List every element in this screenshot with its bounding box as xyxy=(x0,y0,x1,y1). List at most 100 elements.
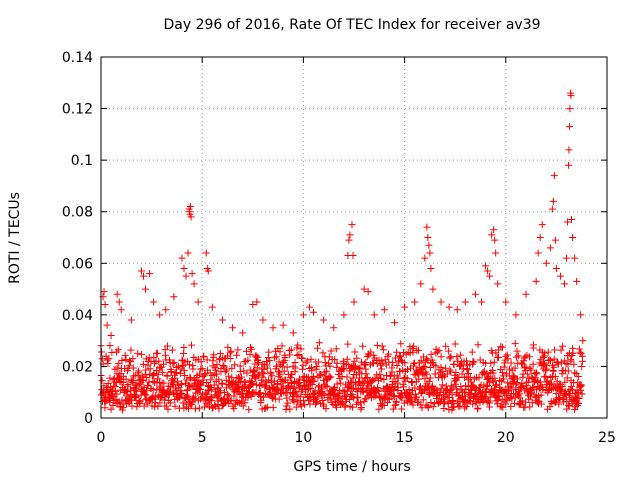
data-point xyxy=(218,379,226,387)
data-point xyxy=(132,394,140,402)
data-point xyxy=(394,384,402,392)
data-point xyxy=(339,386,347,394)
data-point xyxy=(558,370,566,378)
data-point xyxy=(271,354,279,362)
data-point xyxy=(557,358,565,366)
data-point xyxy=(551,236,559,244)
data-point xyxy=(313,362,321,370)
y-tick-label: 0.02 xyxy=(62,359,93,375)
data-point xyxy=(427,399,435,407)
data-point xyxy=(538,221,546,229)
data-point xyxy=(347,378,355,386)
data-point xyxy=(421,375,429,383)
data-point xyxy=(405,385,413,393)
y-tick-label: 0.14 xyxy=(62,50,93,66)
data-point xyxy=(299,311,307,319)
data-point xyxy=(348,221,356,229)
data-point xyxy=(185,361,193,369)
data-point xyxy=(407,391,415,399)
data-point xyxy=(389,392,397,400)
data-point xyxy=(256,389,264,397)
data-point xyxy=(299,365,307,373)
data-point xyxy=(151,403,159,411)
data-point xyxy=(292,391,300,399)
data-point xyxy=(494,396,502,404)
data-point xyxy=(163,342,171,350)
data-point xyxy=(198,365,206,373)
data-point xyxy=(101,301,109,309)
data-point xyxy=(138,372,146,380)
data-point xyxy=(297,345,305,353)
data-point xyxy=(128,402,136,410)
data-point xyxy=(454,357,462,365)
data-point xyxy=(497,402,505,410)
data-point xyxy=(490,226,498,234)
data-point xyxy=(313,394,321,402)
data-point xyxy=(424,404,432,412)
data-point xyxy=(157,383,165,391)
data-point xyxy=(213,360,221,368)
data-point xyxy=(262,404,270,412)
data-point xyxy=(235,386,243,394)
data-point xyxy=(116,375,124,383)
data-point xyxy=(195,384,203,392)
data-point xyxy=(389,405,397,413)
data-point xyxy=(211,401,219,409)
grid-lines xyxy=(101,57,607,418)
data-point xyxy=(149,386,157,394)
data-point xyxy=(434,348,442,356)
data-point xyxy=(349,374,357,382)
data-point xyxy=(373,341,381,349)
data-point xyxy=(114,374,122,382)
data-point xyxy=(509,372,517,380)
data-point xyxy=(277,378,285,386)
data-point xyxy=(539,354,547,362)
data-point xyxy=(238,397,246,405)
data-point xyxy=(208,303,216,311)
data-point xyxy=(155,357,163,365)
plot-frame xyxy=(100,56,608,419)
data-point xyxy=(162,306,170,314)
data-point xyxy=(443,370,451,378)
data-point xyxy=(475,374,483,382)
data-point xyxy=(467,378,475,386)
data-point xyxy=(129,378,137,386)
data-point xyxy=(215,356,223,364)
data-point xyxy=(421,254,429,262)
data-point xyxy=(169,360,177,368)
data-point xyxy=(378,342,386,350)
data-point xyxy=(310,377,318,385)
data-point xyxy=(330,324,338,332)
data-point xyxy=(469,357,477,365)
data-point xyxy=(564,401,572,409)
data-point xyxy=(378,365,386,373)
data-point xyxy=(117,306,125,314)
data-point xyxy=(546,244,554,252)
data-point xyxy=(526,364,534,372)
data-point xyxy=(567,357,575,365)
x-tick-label: 25 xyxy=(598,430,616,446)
data-point xyxy=(105,355,113,363)
data-point xyxy=(180,349,188,357)
data-point xyxy=(165,391,173,399)
data-point xyxy=(107,331,115,339)
data-point xyxy=(289,396,297,404)
data-point xyxy=(323,383,331,391)
data-point xyxy=(138,350,146,358)
data-point xyxy=(308,367,316,375)
data-point xyxy=(375,405,383,413)
data-point xyxy=(178,254,186,262)
data-point xyxy=(104,379,112,387)
data-point xyxy=(188,270,196,278)
data-point xyxy=(577,311,585,319)
data-point xyxy=(163,371,171,379)
data-point xyxy=(550,172,558,180)
data-point xyxy=(356,364,364,372)
data-point xyxy=(156,364,164,372)
data-point xyxy=(121,387,129,395)
data-point xyxy=(187,341,195,349)
data-point xyxy=(567,382,575,390)
data-point xyxy=(284,399,292,407)
data-point xyxy=(167,368,175,376)
data-point xyxy=(301,401,309,409)
